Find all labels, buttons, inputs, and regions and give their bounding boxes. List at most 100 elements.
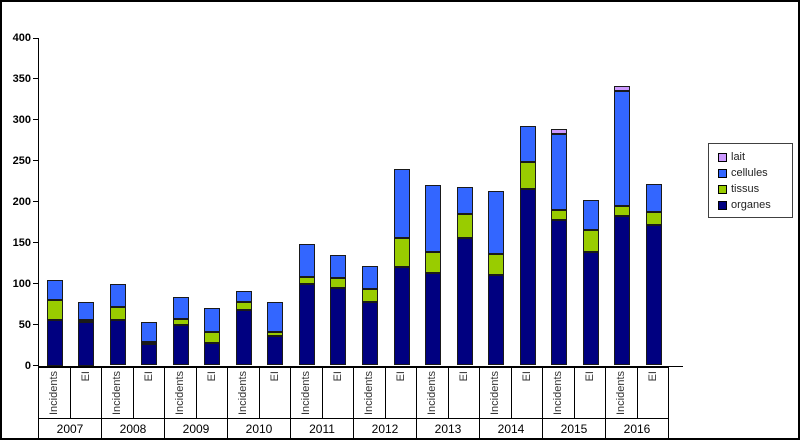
bar-segment-tissus: [456, 214, 473, 238]
y-tick: [33, 283, 38, 285]
bar-segment-tissus: [645, 211, 662, 226]
bar-segment-lait: [551, 128, 568, 134]
category-cell: Incidents: [606, 368, 638, 418]
bar-segment-organes: [551, 219, 568, 366]
bar-segment-cellules: [109, 283, 126, 308]
category-label: EI: [79, 371, 92, 382]
bar-2011-incidents: [298, 243, 315, 366]
legend-label: tissus: [731, 183, 760, 195]
bar-segment-tissus: [582, 230, 599, 252]
bar-segment-organes: [614, 216, 631, 366]
category-label: Incidents: [237, 371, 250, 416]
bar-2011-ei: [330, 254, 347, 366]
bar-2013-incidents: [425, 185, 442, 366]
legend-label: cellules: [731, 167, 768, 179]
category-label: Incidents: [48, 371, 61, 416]
bar-segment-cellules: [204, 308, 221, 332]
bar-segment-cellules: [614, 91, 631, 206]
legend-swatch-cellules: [718, 168, 727, 178]
legend-item-lait: lait: [718, 151, 788, 163]
bar-segment-organes: [141, 344, 158, 366]
bar-segment-tissus: [204, 331, 221, 343]
y-tick-label: 400: [12, 32, 31, 44]
bar-2010-ei: [267, 302, 284, 366]
bar-segment-tissus: [46, 300, 63, 321]
year-cell: 2016: [623, 422, 651, 436]
category-cell: Incidents: [102, 368, 134, 418]
bar-segment-tissus: [519, 162, 536, 189]
bar-2014-incidents: [488, 191, 505, 366]
category-cell: EI: [260, 368, 291, 418]
category-cell: EI: [449, 368, 480, 418]
bar-segment-cellules: [298, 243, 315, 278]
bar-segment-tissus: [393, 237, 410, 268]
category-label: EI: [331, 371, 344, 382]
bar-2009-incidents: [172, 296, 189, 366]
bar-segment-tissus: [551, 209, 568, 220]
bar-segment-organes: [298, 283, 315, 366]
category-cell: EI: [575, 368, 606, 418]
bar-segment-tissus: [141, 341, 158, 345]
category-cell: Incidents: [228, 368, 260, 418]
bar-segment-cellules: [46, 279, 63, 300]
bar-segment-cellules: [235, 290, 252, 303]
category-label: EI: [205, 371, 218, 382]
bar-segment-cellules: [551, 133, 568, 210]
category-label: Incidents: [489, 371, 502, 416]
legend-label: lait: [731, 151, 746, 163]
year-cell: 2010: [228, 419, 291, 438]
y-tick: [33, 324, 38, 326]
legend-label: organes: [731, 199, 771, 211]
category-label: EI: [142, 371, 155, 382]
bar-segment-organes: [172, 325, 189, 366]
bar-segment-organes: [456, 237, 473, 366]
category-cell: EI: [71, 368, 102, 418]
bar-segment-tissus: [488, 254, 505, 276]
bar-segment-organes: [362, 301, 378, 366]
legend-swatch-lait: [718, 152, 727, 162]
year-row: 2007 2008 2009 2010 2011 2012 2013 2014 2015 2016: [39, 419, 668, 438]
bar-segment-organes: [645, 225, 662, 366]
category-label: Incidents: [363, 371, 376, 416]
legend: lait cellules tissus organes: [708, 143, 793, 218]
category-cell: EI: [386, 368, 417, 418]
bar-segment-organes: [46, 320, 63, 366]
bar-segment-organes: [519, 188, 536, 366]
y-axis: [38, 38, 39, 367]
bar-segment-cellules: [362, 265, 378, 289]
category-label: EI: [268, 371, 281, 382]
y-tick-label: 350: [12, 72, 31, 85]
year-cell: 2011: [291, 419, 354, 438]
bar-2008-ei: [141, 322, 158, 366]
y-tick: [33, 160, 38, 162]
bar-2008-incidents: [109, 283, 126, 366]
category-label: Incidents: [300, 371, 313, 416]
category-cell: EI: [512, 368, 543, 418]
category-table: Incidents EI Incidents EI Incidents EI Inciden…: [38, 367, 669, 438]
bar-segment-tissus: [267, 331, 284, 337]
y-tick: [33, 78, 38, 80]
y-tick-label: 100: [12, 277, 31, 290]
y-tick-label: 50: [18, 318, 31, 331]
bar-2016-ei: [645, 183, 662, 366]
category-label: EI: [394, 371, 407, 382]
category-cell: Incidents: [291, 368, 323, 418]
bar-2009-ei: [204, 308, 221, 366]
bar-segment-tissus: [78, 320, 95, 323]
bar-segment-cellules: [172, 296, 189, 319]
y-tick: [33, 201, 38, 203]
category-label: Incidents: [615, 371, 628, 416]
bar-2016-incidents: [614, 86, 631, 366]
category-cell: Incidents: [354, 368, 386, 418]
bar-segment-organes: [582, 251, 599, 366]
bar-2014-ei: [519, 125, 536, 366]
category-cell: EI: [197, 368, 228, 418]
bar-2015-incidents: [551, 128, 568, 366]
bar-segment-organes: [109, 319, 126, 366]
y-tick-label: 200: [12, 195, 31, 208]
category-label: EI: [520, 371, 533, 382]
category-cell: Incidents: [480, 368, 512, 418]
bar-segment-organes: [267, 336, 284, 366]
category-row: Incidents EI Incidents EI Incidents EI Inciden…: [39, 368, 668, 419]
